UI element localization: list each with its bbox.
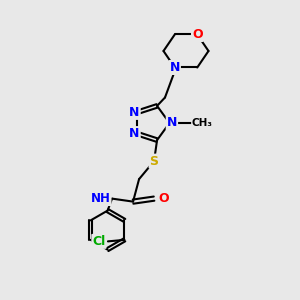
Text: Cl: Cl [92,235,106,248]
Text: O: O [159,192,169,205]
Text: N: N [129,127,140,140]
Text: S: S [150,154,159,168]
Text: N: N [169,61,180,74]
Text: N: N [167,116,177,130]
Text: O: O [192,28,202,41]
Text: CH₃: CH₃ [192,118,213,128]
Text: N: N [129,106,140,119]
Text: NH: NH [91,192,111,205]
